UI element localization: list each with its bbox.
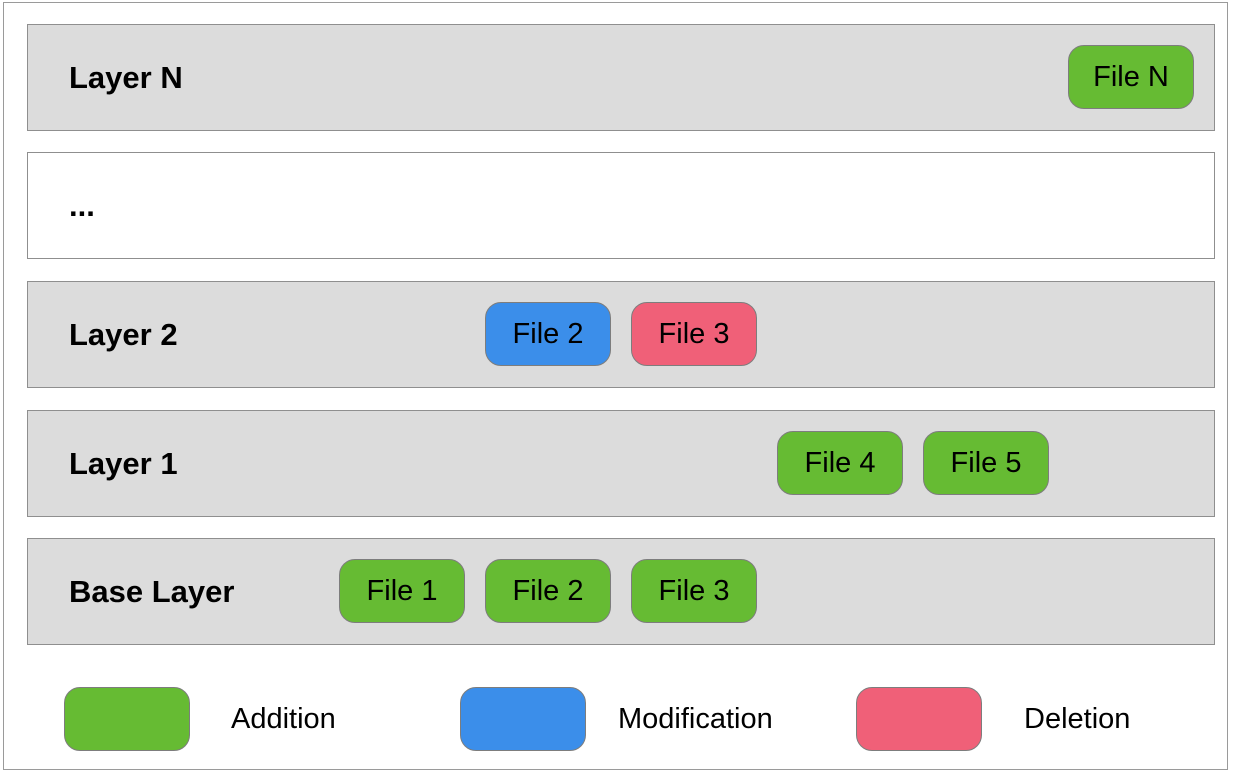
file-chip: File 3 [631, 302, 757, 366]
file-chip: File 4 [777, 431, 903, 495]
file-label: File 2 [512, 317, 584, 350]
file-chip: File 5 [923, 431, 1049, 495]
legend-swatch-addition [64, 687, 190, 751]
layer-ellipsis: ... [27, 152, 1215, 259]
layer-label: ... [69, 187, 95, 223]
legend-label-deletion: Deletion [1024, 703, 1131, 735]
file-label: File 1 [366, 574, 438, 607]
file-chip: File 1 [339, 559, 465, 623]
file-label: File N [1093, 60, 1169, 93]
layer-label: Layer 2 [69, 316, 178, 352]
layer-base: Base Layer File 1 File 2 File 3 [27, 538, 1215, 645]
legend-swatch-modification [460, 687, 586, 751]
legend-label-addition: Addition [231, 703, 336, 735]
legend-swatch-deletion [856, 687, 982, 751]
diagram-frame: Layer N File N ... Layer 2 File 2 File 3… [3, 2, 1228, 770]
file-chip: File 2 [485, 559, 611, 623]
legend-label-modification: Modification [618, 703, 773, 735]
layer-1: Layer 1 File 4 File 5 [27, 410, 1215, 517]
layer-2: Layer 2 File 2 File 3 [27, 281, 1215, 388]
file-label: File 5 [950, 446, 1022, 479]
file-label: File 2 [512, 574, 584, 607]
file-chip: File 2 [485, 302, 611, 366]
file-label: File 3 [658, 317, 730, 350]
file-label: File 3 [658, 574, 730, 607]
file-chip: File 3 [631, 559, 757, 623]
layer-label: Layer N [69, 59, 183, 95]
layer-label: Layer 1 [69, 445, 178, 481]
layer-label: Base Layer [69, 573, 235, 609]
layer-n: Layer N File N [27, 24, 1215, 131]
file-label: File 4 [804, 446, 876, 479]
file-chip: File N [1068, 45, 1194, 109]
